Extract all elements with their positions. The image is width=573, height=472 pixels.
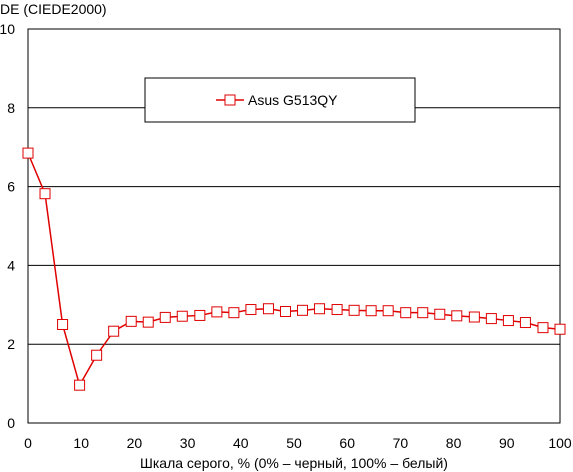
y-tick-label: 0: [7, 415, 15, 431]
x-tick-label: 40: [233, 435, 249, 451]
data-point: [74, 379, 86, 391]
series-points: [22, 147, 566, 391]
x-tick-label: 100: [548, 435, 572, 451]
legend-label: Asus G513QY: [248, 92, 338, 108]
x-tick-label: 90: [499, 435, 515, 451]
x-tick-label: 70: [393, 435, 409, 451]
data-point: [211, 306, 223, 318]
x-tick-label: 60: [339, 435, 355, 451]
data-point: [537, 322, 549, 334]
data-point: [417, 307, 429, 319]
data-point: [22, 147, 34, 159]
x-tick-label: 50: [286, 435, 302, 451]
x-tick-label: 10: [73, 435, 89, 451]
y-tick-label: 4: [7, 257, 15, 273]
data-point: [400, 307, 412, 319]
data-point: [57, 319, 69, 330]
data-point: [279, 306, 291, 317]
data-point: [297, 304, 309, 316]
data-point: [554, 323, 566, 335]
data-point: [348, 304, 360, 316]
data-point: [502, 315, 514, 327]
x-tick-label: 0: [24, 435, 32, 451]
y-tick-label: 2: [7, 336, 15, 352]
data-point: [39, 188, 51, 200]
data-point: [159, 311, 171, 323]
data-point: [468, 311, 480, 323]
data-point: [519, 317, 531, 329]
data-point: [108, 325, 120, 337]
x-tick-label: 80: [446, 435, 462, 451]
x-tick-label: 20: [127, 435, 143, 451]
legend: Asus G513QY: [144, 77, 416, 123]
data-point: [228, 307, 240, 319]
data-point: [451, 310, 463, 322]
data-point: [262, 303, 274, 315]
legend-marker: [224, 94, 236, 106]
x-tick-label: 30: [180, 435, 196, 451]
data-point: [434, 308, 446, 320]
y-axis-title: DE (CIEDE2000): [0, 1, 107, 17]
data-point: [485, 313, 497, 325]
data-point: [91, 349, 103, 361]
data-point: [331, 304, 343, 316]
data-point: [176, 310, 188, 322]
y-tick-label: 10: [0, 21, 15, 37]
data-point: [365, 305, 377, 317]
data-point: [142, 316, 154, 328]
data-point: [245, 304, 257, 316]
y-tick-label: 6: [7, 179, 15, 195]
y-tick-labels: 0 2 4 6 8 10: [0, 21, 15, 431]
data-point: [382, 305, 394, 317]
legend-box: [144, 77, 416, 123]
data-point: [314, 303, 326, 315]
y-tick-label: 8: [7, 100, 15, 116]
data-point: [194, 309, 206, 321]
x-axis-title: Шкала серого, % (0% – черный, 100% – бел…: [140, 455, 448, 471]
data-point: [125, 315, 137, 327]
x-tick-labels: 0 10 20 30 40 50 60 70 80 90 100: [24, 435, 572, 451]
